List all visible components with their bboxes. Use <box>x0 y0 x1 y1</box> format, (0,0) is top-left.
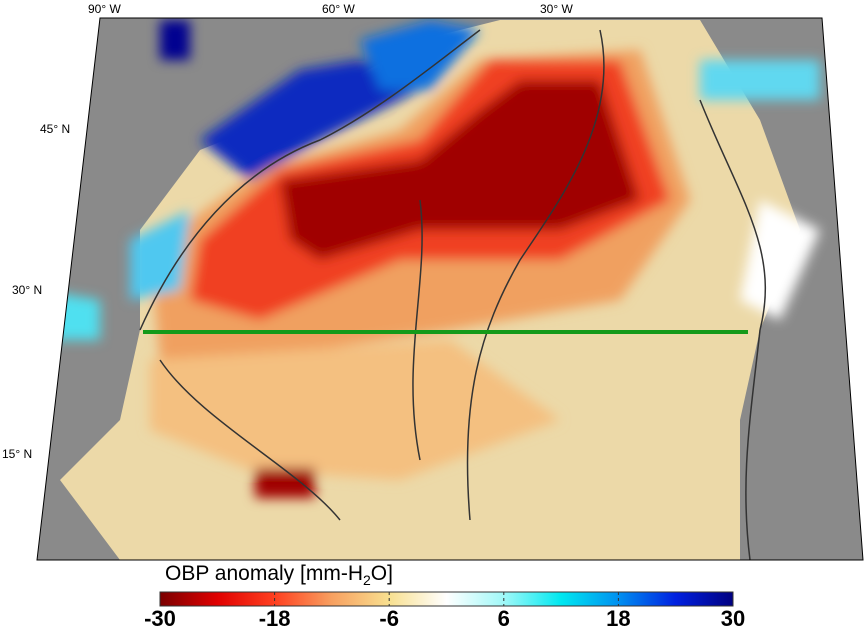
lat-label-15n: 15° N <box>2 447 33 461</box>
colorbar-gradient <box>159 591 734 607</box>
colorbar-tick-label: -6 <box>379 606 399 631</box>
colorbar-title: OBP anomaly [mm-H2O] <box>165 562 393 589</box>
colorbar <box>159 591 734 607</box>
lon-label-30w: 30° W <box>540 2 573 16</box>
lon-label-90w: 90° W <box>88 2 121 16</box>
lat-label-45n: 45° N <box>40 122 71 136</box>
colorbar-tick-label: 30 <box>720 606 746 631</box>
colorbar-tick-label: 6 <box>497 606 510 631</box>
colorbar-tick-label: 18 <box>606 606 631 631</box>
lon-label-60w: 60° W <box>322 2 355 16</box>
lat-label-30n: 30° N <box>12 283 43 297</box>
colorbar-tick-label: -30 <box>144 606 176 631</box>
bathymetry-contours <box>139 29 767 560</box>
colorbar-tick-label: -18 <box>258 606 291 631</box>
